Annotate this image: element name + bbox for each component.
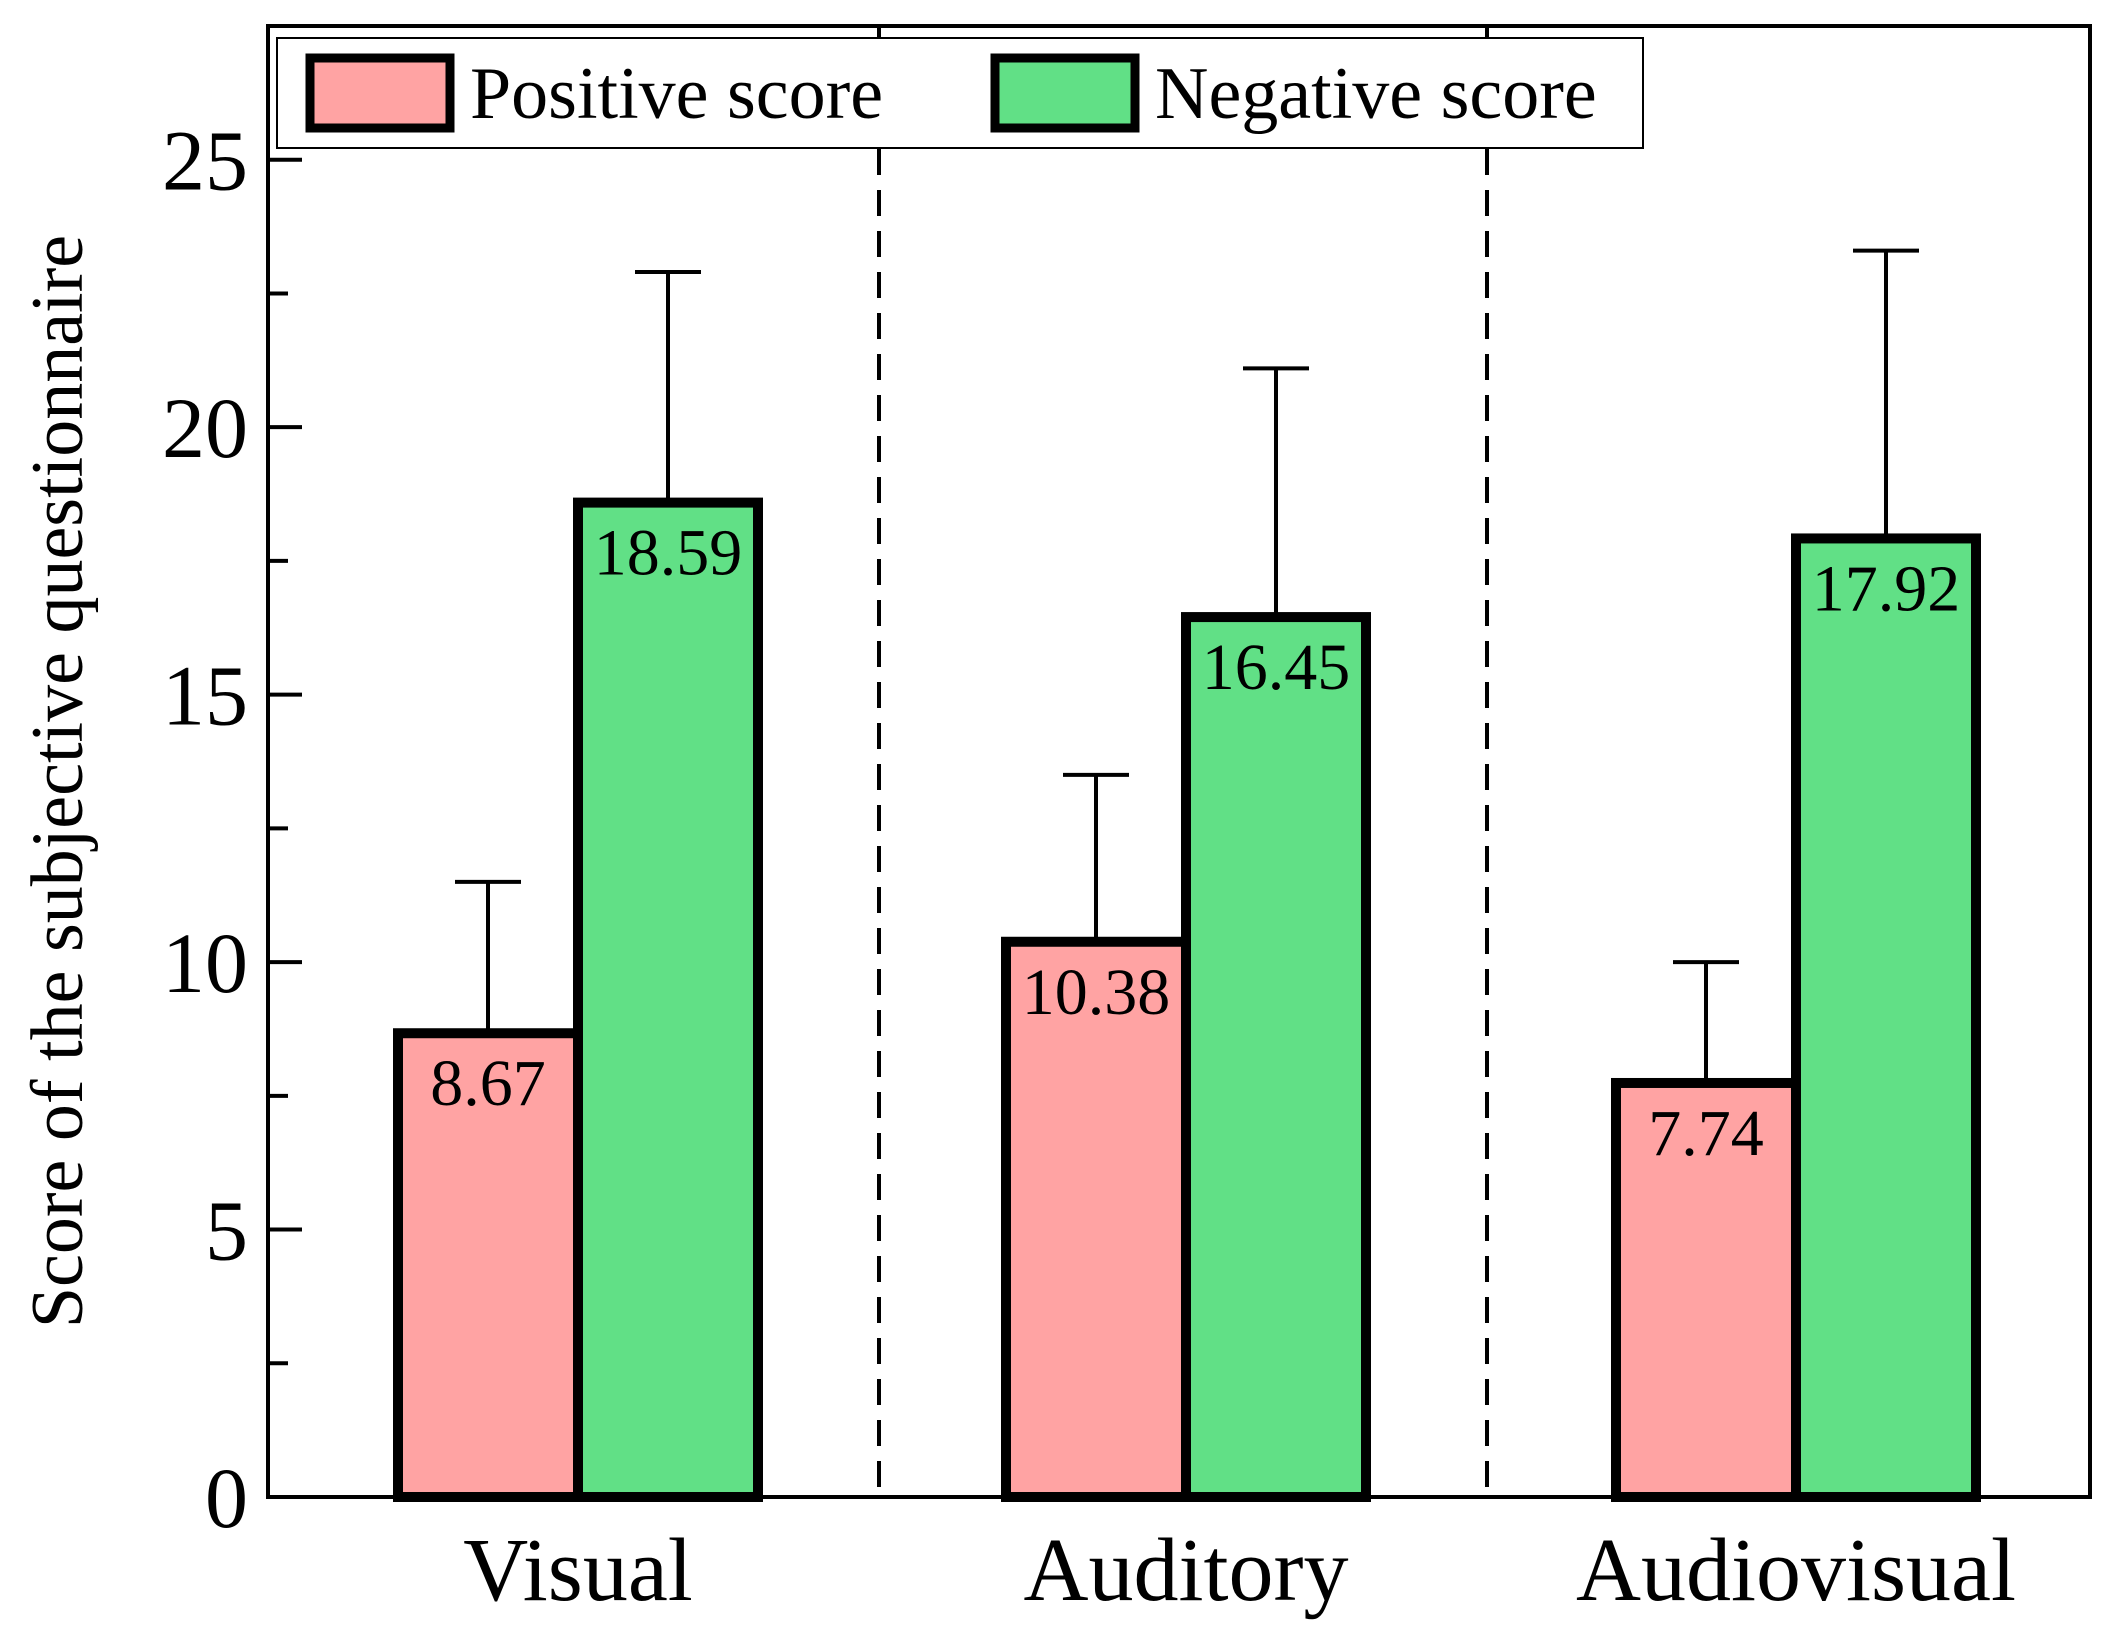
- axes-layer: 0 5 10 15 20 25 Visual Auditory Audiovisual Score…: [17, 24, 2092, 1620]
- x-category-label: Visual: [463, 1521, 693, 1620]
- error-bars-layer: [455, 248, 1919, 1083]
- x-category-label: Auditory: [1024, 1521, 1349, 1620]
- plot-frame: [266, 24, 2092, 1499]
- data-label-negative-auditory: 16.45: [1202, 631, 1351, 704]
- legend-box: [276, 37, 1644, 149]
- y-tick-label: 10: [162, 915, 248, 1011]
- data-label-positive-visual: 8.67: [430, 1047, 546, 1120]
- data-label-negative-visual: 18.59: [594, 517, 743, 590]
- legend-label-positive: Positive score: [470, 53, 883, 135]
- y-tick-label: 20: [162, 380, 248, 476]
- x-category-label: Audiovisual: [1576, 1521, 2016, 1620]
- legend-swatch-positive: [305, 53, 455, 133]
- data-label-positive-audiovisual: 7.74: [1648, 1097, 1764, 1170]
- y-tick-label: 25: [162, 113, 248, 209]
- bar-negative-visual: [573, 497, 763, 1502]
- legend-swatch-negative: [990, 53, 1140, 133]
- y-tick-label: 15: [162, 648, 248, 744]
- data-label-negative-audiovisual: 17.92: [1812, 552, 1961, 625]
- bars-layer: [393, 497, 1981, 1502]
- bar-negative-auditory: [1181, 612, 1371, 1502]
- labels-layer: 8.67 10.38 7.74 18.59 16.45 17.92: [430, 517, 1960, 1170]
- legend-label-negative: Negative score: [1155, 53, 1597, 135]
- legend: Positive score Negative score: [276, 37, 1644, 149]
- y-tick-label: 5: [205, 1183, 248, 1279]
- bar-negative-audiovisual: [1791, 533, 1981, 1502]
- y-tick-label: 0: [205, 1450, 248, 1546]
- y-axis-title: Score of the subjective questionnaire: [17, 235, 99, 1328]
- data-label-positive-auditory: 10.38: [1022, 956, 1171, 1029]
